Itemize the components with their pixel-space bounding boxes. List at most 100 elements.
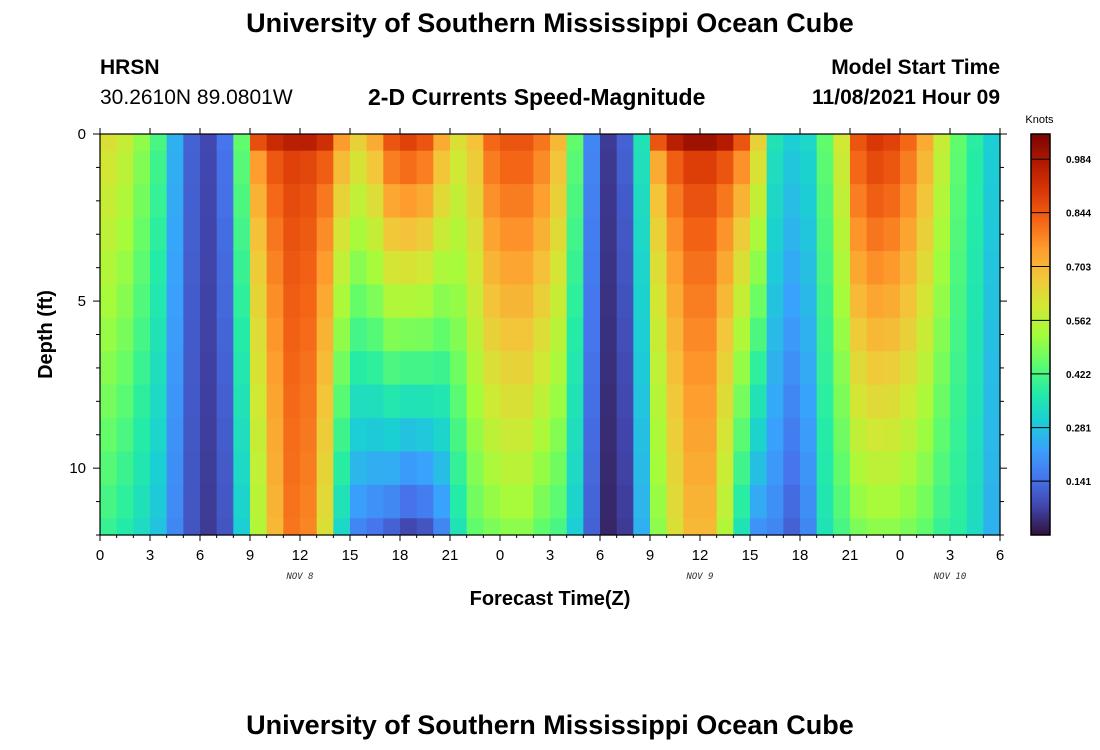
heatmap-cell bbox=[850, 134, 868, 152]
heatmap-cell bbox=[733, 418, 751, 453]
heatmap-cell bbox=[266, 250, 284, 285]
heatmap-cell bbox=[366, 284, 384, 319]
heatmap-cell bbox=[283, 418, 301, 453]
heatmap-cell bbox=[583, 134, 601, 152]
heatmap-cell bbox=[900, 150, 918, 185]
heatmap-cell bbox=[350, 484, 368, 519]
heatmap-cell bbox=[116, 184, 134, 219]
heatmap-cell bbox=[300, 184, 318, 219]
heatmap-cell bbox=[216, 518, 234, 536]
heatmap-cell bbox=[750, 484, 768, 519]
heatmap-cell bbox=[516, 317, 534, 352]
heatmap-cell bbox=[816, 384, 834, 419]
heatmap-cell bbox=[750, 518, 768, 536]
heatmap-cell bbox=[833, 418, 851, 453]
heatmap-cell bbox=[216, 134, 234, 152]
heatmap-cell bbox=[133, 351, 151, 386]
heatmap-cell bbox=[733, 184, 751, 219]
heatmap-cell bbox=[716, 284, 734, 319]
heatmap-cell bbox=[216, 351, 234, 386]
heatmap-cell bbox=[750, 150, 768, 185]
heatmap-cell bbox=[100, 384, 118, 419]
heatmap-cell bbox=[633, 150, 651, 185]
heatmap-cell bbox=[550, 451, 568, 486]
heatmap-cell bbox=[283, 484, 301, 519]
heatmap-cell bbox=[366, 518, 384, 536]
heatmap-cell bbox=[183, 351, 201, 386]
heatmap-cell bbox=[200, 217, 218, 252]
heatmap-cell bbox=[650, 384, 668, 419]
heatmap-cell bbox=[216, 418, 234, 453]
heatmap-cell bbox=[416, 518, 434, 536]
heatmap-cell bbox=[350, 217, 368, 252]
heatmap-cell bbox=[233, 284, 251, 319]
heatmap-cell bbox=[550, 317, 568, 352]
heatmap-cell bbox=[250, 384, 268, 419]
heatmap-cell bbox=[133, 284, 151, 319]
heatmap-cell bbox=[300, 418, 318, 453]
heatmap-cell bbox=[250, 317, 268, 352]
heatmap-cell bbox=[600, 150, 618, 185]
heatmap-cell bbox=[883, 317, 901, 352]
heatmap-cell bbox=[516, 217, 534, 252]
heatmap-cell bbox=[600, 217, 618, 252]
heatmap-cell bbox=[400, 317, 418, 352]
heatmap-cell bbox=[900, 317, 918, 352]
heatmap-cell bbox=[100, 284, 118, 319]
heatmap-cell bbox=[700, 284, 718, 319]
chart-axes: 0 3 6 9 12 15 18 21 0 3 6 9 12 15 18 21 0 3 6 NOV 8 NOV 9 NOV… bbox=[35, 126, 1007, 610]
heatmap-cell bbox=[733, 284, 751, 319]
heatmap-cell bbox=[416, 351, 434, 386]
heatmap-cell bbox=[766, 317, 784, 352]
heatmap-cell bbox=[766, 418, 784, 453]
heatmap-cell bbox=[933, 484, 951, 519]
heatmap-cell bbox=[266, 418, 284, 453]
heatmap-cell bbox=[250, 484, 268, 519]
heatmap-cell bbox=[983, 284, 1001, 319]
heatmap-cell bbox=[350, 384, 368, 419]
heatmap-cell bbox=[150, 418, 168, 453]
heatmap-cell bbox=[733, 250, 751, 285]
colorbar-tick-label: 0.141 bbox=[1066, 477, 1091, 488]
heatmap-cell bbox=[200, 418, 218, 453]
heatmap-cell bbox=[400, 484, 418, 519]
heatmap-cell bbox=[933, 284, 951, 319]
heatmap-cell bbox=[400, 150, 418, 185]
heatmap-cell bbox=[916, 518, 934, 536]
heatmap-cell bbox=[983, 317, 1001, 352]
heatmap-cell bbox=[350, 351, 368, 386]
heatmap-cell bbox=[816, 284, 834, 319]
heatmap-cell bbox=[116, 250, 134, 285]
heatmap-cell bbox=[833, 451, 851, 486]
heatmap-cell bbox=[533, 384, 551, 419]
heatmap-cell bbox=[650, 250, 668, 285]
heatmap-cell bbox=[416, 250, 434, 285]
heatmap-cell bbox=[466, 317, 484, 352]
heatmap-cell bbox=[566, 384, 584, 419]
heatmap-cell bbox=[150, 217, 168, 252]
heatmap-cell bbox=[283, 351, 301, 386]
heatmap-cell bbox=[166, 250, 184, 285]
heatmap-cell bbox=[516, 284, 534, 319]
heatmap-cell bbox=[383, 351, 401, 386]
heatmap-cell bbox=[600, 418, 618, 453]
heatmap-cell bbox=[783, 284, 801, 319]
heatmap-cell bbox=[483, 351, 501, 386]
heatmap-cell bbox=[183, 451, 201, 486]
heatmap-cell bbox=[400, 384, 418, 419]
heatmap-cell bbox=[716, 418, 734, 453]
heatmap-cell bbox=[516, 518, 534, 536]
colorbar-tick-label: 0.703 bbox=[1066, 263, 1091, 274]
heatmap-cell bbox=[633, 418, 651, 453]
heatmap-cell bbox=[500, 150, 518, 185]
heatmap-cell bbox=[666, 134, 684, 152]
heatmap-cell bbox=[483, 484, 501, 519]
heatmap-cell bbox=[533, 451, 551, 486]
heatmap-cell bbox=[250, 451, 268, 486]
heatmap-cell bbox=[116, 134, 134, 152]
heatmap-cell bbox=[583, 150, 601, 185]
heatmap-cell bbox=[350, 418, 368, 453]
heatmap-cell bbox=[500, 484, 518, 519]
heatmap-cell bbox=[783, 418, 801, 453]
heatmap-cell bbox=[316, 351, 334, 386]
